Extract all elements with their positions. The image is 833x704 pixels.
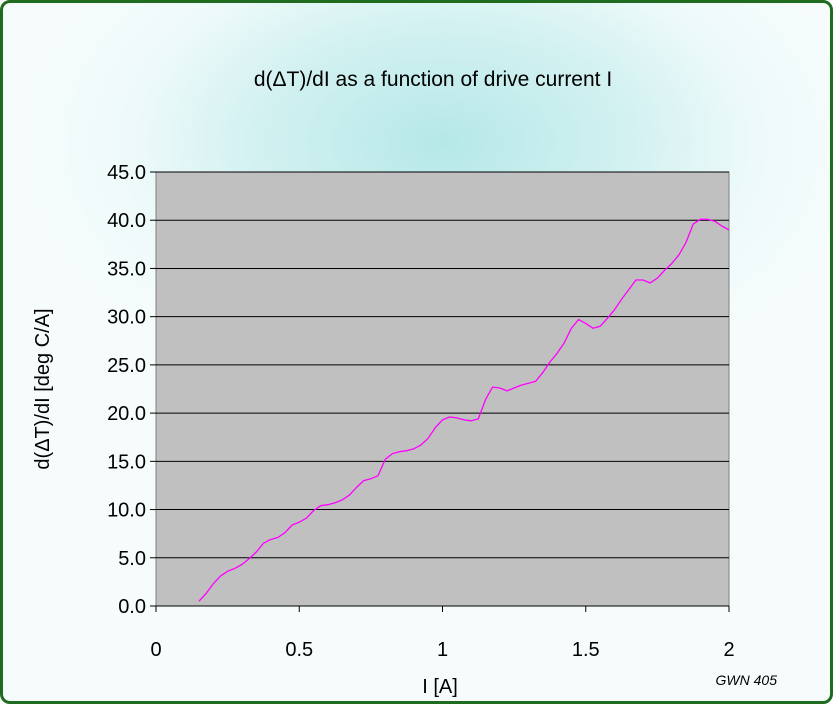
y-tick-label: 35.0: [107, 258, 146, 280]
x-tick-label: 0: [150, 639, 161, 661]
x-tick-label: 1: [437, 639, 448, 661]
y-tick-label: 15.0: [107, 451, 146, 473]
y-tick-label: 0.0: [118, 596, 146, 618]
y-tick-label: 45.0: [107, 162, 146, 184]
series-layer: [198, 218, 730, 602]
footnote-label: GWN 405: [716, 672, 778, 688]
y-tick-label: 40.0: [107, 210, 146, 232]
x-axis-ticks: 0 0.5 1 1.5 2: [150, 605, 735, 661]
gridlines: [156, 171, 729, 559]
series-line-0: [198, 218, 730, 602]
x-axis-label: I [A]: [422, 676, 458, 698]
chart-title: d(ΔT)/dI as a function of drive current …: [254, 68, 612, 91]
y-axis-ticks: 0.0 5.0 10.0 15.0 20.0 25.0 30.0 35.0 40.0 45.0: [107, 162, 156, 618]
y-tick-label: 10.0: [107, 500, 146, 522]
plot-area: [155, 171, 730, 607]
y-tick-label: 5.0: [118, 548, 146, 570]
y-tick-label: 20.0: [107, 403, 146, 425]
y-tick-label: 30.0: [107, 307, 146, 329]
y-axis-label: d(ΔT)/dI [deg C/A]: [32, 308, 54, 469]
x-tick-label: 0.5: [285, 639, 313, 661]
x-tick-label: 2: [723, 639, 734, 661]
y-tick-label: 25.0: [107, 355, 146, 377]
chart-svg: d(ΔT)/dI as a function of drive current …: [32, 68, 778, 698]
x-tick-label: 1.5: [572, 639, 600, 661]
